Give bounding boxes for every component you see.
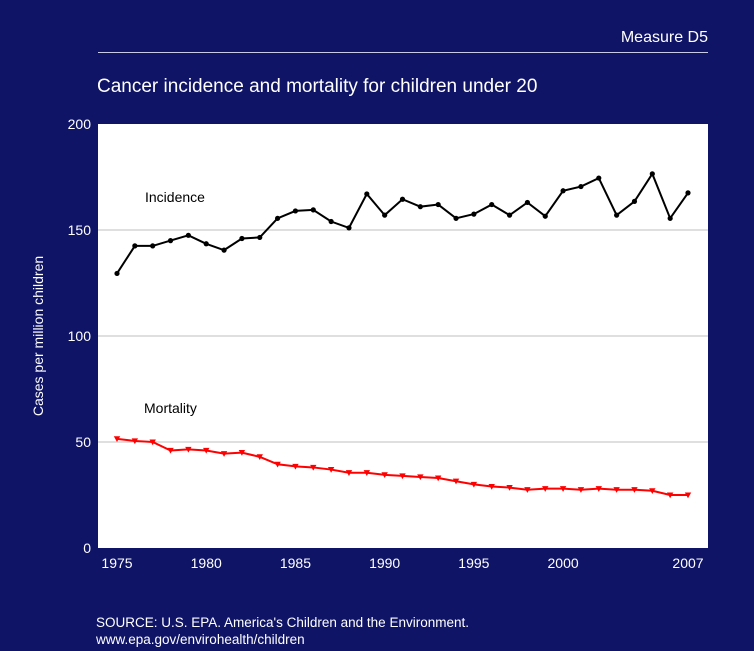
y-tick-label: 150	[68, 222, 92, 238]
data-point	[220, 451, 228, 457]
data-point	[631, 198, 638, 204]
y-axis-label: Cases per million children	[30, 256, 46, 416]
data-point	[328, 218, 334, 225]
x-tick-label: 2007	[672, 555, 703, 571]
source-citation: SOURCE: U.S. EPA. America's Children and…	[96, 615, 469, 630]
y-tick-labels: 0 50 100 150 200	[68, 116, 92, 556]
data-point	[685, 190, 691, 196]
data-point	[614, 212, 620, 218]
data-point	[559, 486, 567, 492]
data-point	[435, 201, 441, 208]
x-tick-label: 1995	[458, 555, 489, 571]
x-tick-label: 1990	[369, 555, 400, 571]
data-point	[452, 478, 460, 485]
data-point	[595, 486, 602, 492]
x-tick-labels: 1975 1980 1985 1990 1995 2000 2007	[101, 555, 703, 571]
data-point	[132, 243, 138, 249]
series-group	[113, 171, 692, 499]
data-point	[203, 241, 209, 247]
data-point	[613, 487, 620, 493]
data-point	[149, 439, 156, 446]
data-point	[542, 486, 549, 492]
data-point	[167, 447, 174, 454]
x-tick-label: 1975	[101, 555, 132, 571]
data-point	[667, 215, 673, 221]
y-tick-label: 100	[68, 328, 92, 344]
data-point	[649, 171, 655, 177]
series-label-mortality: Mortality	[144, 400, 197, 416]
data-point	[185, 446, 192, 453]
source-note: SOURCE: U.S. EPA. America's Children and…	[96, 614, 469, 648]
data-point	[327, 467, 335, 473]
data-point	[542, 213, 548, 219]
data-point	[167, 238, 174, 244]
data-point	[257, 234, 263, 241]
data-point	[221, 247, 227, 253]
data-point	[239, 235, 245, 242]
series-label-incidence: Incidence	[145, 189, 205, 205]
data-point	[131, 438, 139, 445]
data-point	[274, 215, 281, 221]
data-point	[364, 191, 370, 197]
data-point	[560, 188, 566, 194]
data-point	[399, 196, 406, 202]
data-point	[489, 201, 495, 208]
gridlines	[98, 229, 708, 443]
chart-title: Cancer incidence and mortality for child…	[97, 76, 538, 97]
data-point	[292, 463, 299, 470]
data-point	[238, 450, 246, 456]
data-point	[274, 461, 281, 468]
data-point	[363, 470, 371, 476]
data-point	[381, 472, 388, 479]
y-tick-label: 0	[83, 540, 91, 556]
data-point	[417, 204, 423, 210]
data-point	[345, 470, 353, 476]
data-point	[417, 474, 424, 481]
data-point	[382, 212, 388, 218]
data-point	[470, 481, 478, 488]
y-tick-label: 50	[75, 434, 91, 450]
data-point	[524, 199, 531, 206]
data-point	[399, 473, 406, 480]
data-point	[310, 207, 316, 213]
data-point	[203, 447, 210, 454]
data-point	[114, 270, 120, 277]
data-point	[684, 492, 692, 499]
data-point	[150, 243, 156, 249]
data-point	[113, 436, 121, 443]
data-point	[649, 488, 656, 494]
data-point	[577, 487, 585, 493]
data-point	[346, 225, 352, 231]
x-tick-label: 1980	[191, 555, 222, 571]
data-point	[256, 454, 263, 461]
data-point	[292, 208, 299, 214]
data-point	[578, 183, 584, 190]
data-point	[453, 215, 459, 221]
data-point	[631, 487, 638, 493]
series-incidence	[114, 171, 691, 277]
series-mortality	[113, 436, 692, 499]
data-point	[524, 487, 531, 493]
source-url: www.epa.gov/envirohealth/children	[96, 632, 305, 647]
data-point	[488, 483, 495, 490]
data-point	[310, 464, 317, 471]
data-point	[185, 232, 191, 238]
data-point	[506, 212, 513, 218]
data-point	[471, 211, 477, 217]
data-point	[434, 475, 442, 482]
measure-label: Measure D5	[620, 29, 708, 46]
data-point	[596, 175, 602, 181]
data-point	[666, 492, 674, 499]
chart-svg: 0 50 100 150 200 1975 1980 1985 1990 1995 2000 200…	[30, 116, 708, 571]
x-tick-label: 2000	[548, 555, 579, 571]
data-point	[506, 485, 513, 491]
y-tick-label: 200	[68, 116, 92, 132]
x-tick-label: 1985	[280, 555, 311, 571]
header-divider	[98, 52, 708, 53]
